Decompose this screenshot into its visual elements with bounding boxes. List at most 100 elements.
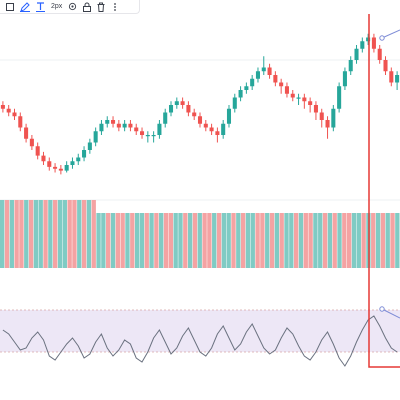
histogram-bar [395, 213, 400, 268]
histogram-bar [279, 213, 284, 268]
histogram-series [0, 200, 400, 268]
linewidth-label[interactable]: 2px [51, 3, 63, 10]
candle-body [64, 165, 69, 171]
histogram-bar [62, 200, 67, 268]
candle-body [360, 41, 365, 49]
histogram-bar [245, 213, 251, 268]
histogram-bar [318, 213, 323, 268]
candle-body [0, 105, 5, 109]
histogram-bar [197, 213, 202, 268]
histogram-bar [77, 200, 82, 268]
histogram-bar [9, 200, 14, 268]
histogram-bar [14, 200, 19, 268]
candle-body [354, 48, 359, 60]
candle-body [53, 166, 58, 169]
candle-body [145, 135, 150, 137]
candle-body [395, 75, 400, 83]
candle-body [273, 75, 278, 83]
candle-body [186, 105, 191, 113]
histogram-bar [33, 200, 39, 268]
candle-body [140, 131, 145, 135]
histogram-bar [274, 213, 280, 268]
histogram-bar [332, 213, 337, 268]
histogram-bar [250, 213, 255, 268]
histogram-bar [81, 200, 87, 268]
candle-body [122, 123, 127, 128]
candle-body [377, 48, 382, 60]
histogram-bar [375, 213, 381, 268]
candle-body [337, 86, 342, 109]
histogram-bar [289, 213, 294, 268]
candle-body [116, 123, 121, 128]
histogram-bar [96, 213, 101, 268]
candle-body [134, 127, 139, 132]
candle-body [128, 123, 133, 128]
histogram-bar [202, 213, 207, 268]
text-icon[interactable] [36, 1, 45, 12]
histogram-bar [327, 213, 333, 268]
histogram-bar [159, 213, 164, 268]
rsi-pane [0, 309, 400, 367]
candle-body [267, 67, 272, 75]
histogram-bar [212, 213, 217, 268]
drawing-overlay[interactable] [368, 14, 400, 368]
histogram-bar [216, 213, 222, 268]
candle-body [99, 123, 104, 132]
candle-body [290, 93, 295, 98]
histogram-bar [67, 200, 72, 268]
histogram-bar [110, 213, 116, 268]
candle-body [76, 157, 81, 162]
histogram-bar [351, 213, 357, 268]
histogram-bar [183, 213, 188, 268]
trendline [381, 29, 400, 39]
histogram-bar [125, 213, 130, 268]
chart-area[interactable] [0, 14, 400, 400]
histogram-bar [346, 213, 352, 268]
histogram-bar [43, 200, 48, 268]
candle-body [47, 161, 52, 167]
candle-body [41, 155, 46, 162]
candle-body [29, 138, 34, 147]
candle-body [331, 108, 336, 128]
histogram-bar [168, 213, 174, 268]
candle-body [151, 135, 156, 137]
histogram-bar [178, 213, 183, 268]
histogram-bar [163, 213, 169, 268]
candle-body [157, 123, 162, 135]
histogram-bar [24, 200, 29, 268]
candle-body [313, 105, 318, 113]
histogram-bar [207, 213, 212, 268]
histogram-bar [48, 200, 53, 268]
lock-icon[interactable] [83, 2, 92, 12]
settings-icon[interactable] [68, 2, 77, 12]
grid-lines [0, 59, 400, 201]
trash-icon[interactable] [97, 2, 105, 12]
candle-body [105, 120, 110, 124]
pencil-icon[interactable] [20, 1, 30, 12]
histogram-bar [101, 213, 106, 268]
candle-body [163, 112, 168, 124]
more-icon[interactable] [111, 2, 119, 12]
candle-body [35, 146, 40, 156]
chart-canvas[interactable] [0, 14, 400, 400]
histogram-bar [337, 213, 342, 268]
histogram-bar [231, 213, 236, 268]
histogram-bar [322, 213, 328, 268]
histogram-bar [293, 213, 299, 268]
rsi-line [2, 315, 398, 367]
histogram-bar [154, 213, 159, 268]
histogram-bar [226, 213, 231, 268]
candle-body [215, 131, 220, 135]
candle-body [24, 127, 29, 139]
histogram-bar [240, 213, 246, 268]
frame-icon[interactable] [6, 2, 14, 12]
candle-body [383, 60, 388, 72]
histogram-bar [144, 213, 149, 268]
candle-body [255, 71, 260, 79]
candle-body [12, 112, 17, 117]
histogram-bar [303, 213, 308, 268]
candle-body [232, 97, 237, 109]
histogram-bar [371, 213, 376, 268]
candle-body [174, 101, 179, 105]
histogram-bar [106, 213, 111, 268]
